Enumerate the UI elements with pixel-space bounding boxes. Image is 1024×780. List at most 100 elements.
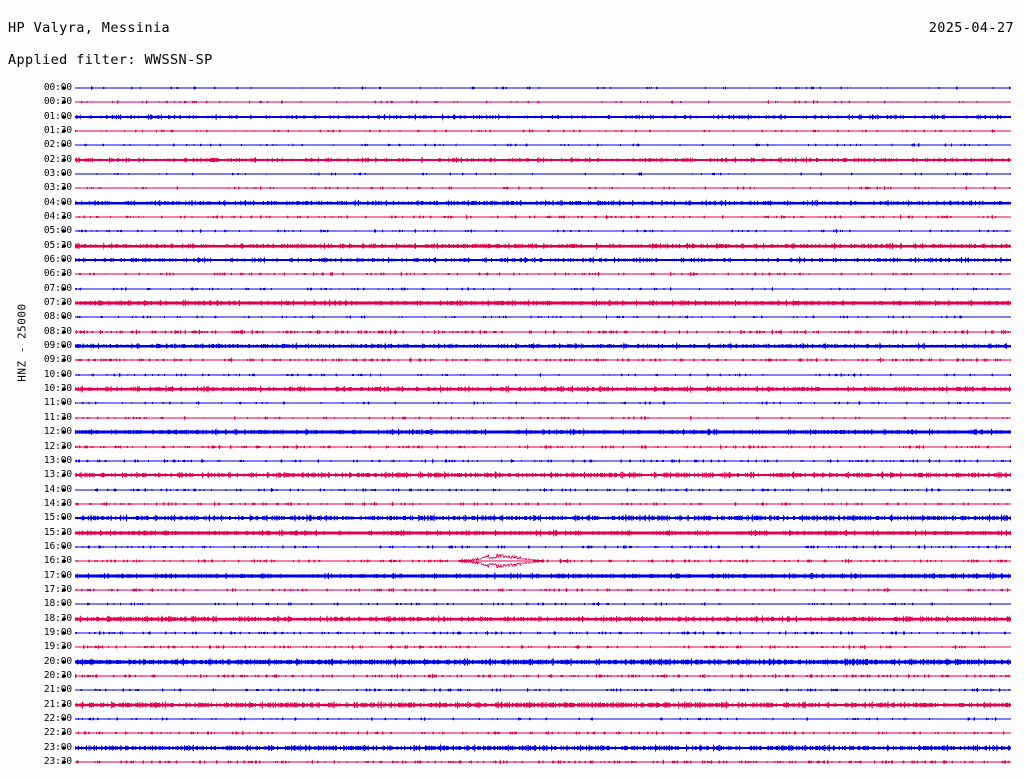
trace-waveform	[75, 357, 1011, 364]
axis-tick-mark	[62, 330, 66, 333]
trace-waveform	[75, 171, 1011, 177]
trace-waveform	[75, 644, 1011, 650]
trace-waveform	[75, 315, 1011, 320]
trace-time-label: 18:00	[43, 598, 72, 610]
trace-waveform	[75, 656, 1011, 667]
trace-row: 17:00	[0, 570, 1024, 590]
trace-waveform	[75, 415, 1011, 421]
axis-tick-mark	[62, 359, 66, 362]
trace-row: 09:00	[0, 340, 1024, 360]
trace-waveform	[75, 587, 1011, 593]
trace-time-label: 08:30	[43, 325, 72, 337]
page-title: HP Valyra, Messinia	[8, 20, 171, 36]
trace-waveform	[75, 100, 1011, 105]
trace-time-label: 07:30	[43, 297, 72, 309]
trace-row: 15:00	[0, 512, 1024, 532]
trace-waveform	[75, 271, 1011, 277]
axis-tick-mark	[62, 560, 66, 563]
axis-tick-mark	[62, 416, 66, 419]
trace-row: 01:30	[0, 125, 1024, 145]
seismic-trace	[75, 253, 1011, 267]
trace-waveform	[75, 716, 1011, 722]
trace-row: 16:30	[0, 554, 1024, 575]
trace-waveform	[75, 256, 1011, 264]
record-date: 2025-04-27	[928, 20, 1014, 36]
trace-time-label: 10:00	[43, 368, 72, 380]
seismic-trace	[75, 540, 1011, 554]
trace-waveform	[75, 528, 1011, 537]
axis-tick-mark	[62, 660, 66, 663]
axis-tick-mark	[62, 187, 66, 190]
trace-time-label: 08:00	[43, 311, 72, 323]
seismic-trace	[75, 626, 1011, 640]
trace-row: 04:00	[0, 197, 1024, 217]
seismic-trace	[75, 353, 1011, 367]
trace-waveform	[75, 443, 1011, 450]
axis-tick-mark	[62, 703, 66, 706]
seismic-trace	[75, 396, 1011, 410]
seismic-trace	[75, 181, 1011, 195]
axis-tick-mark	[62, 101, 66, 104]
trace-time-label: 22:00	[43, 712, 72, 724]
seismic-trace	[75, 282, 1011, 296]
trace-waveform	[75, 113, 1011, 121]
trace-time-label: 02:00	[43, 139, 72, 151]
trace-waveform	[75, 328, 1011, 335]
trace-time-label: 17:30	[43, 583, 72, 595]
trace-time-label: 20:00	[43, 655, 72, 667]
trace-row: 00:30	[0, 96, 1024, 116]
seismic-trace	[75, 296, 1011, 310]
axis-tick-mark	[62, 517, 66, 520]
seismic-trace	[75, 698, 1011, 712]
seismic-trace	[75, 483, 1011, 497]
seismic-trace	[75, 712, 1011, 726]
trace-row: 11:30	[0, 412, 1024, 432]
trace-time-label: 13:00	[43, 454, 72, 466]
axis-tick-mark	[62, 689, 66, 692]
trace-waveform	[75, 759, 1011, 765]
seismic-trace	[75, 526, 1011, 540]
axis-tick-mark	[62, 603, 66, 606]
trace-row: 01:00	[0, 111, 1024, 131]
trace-time-label: 23:30	[43, 755, 72, 767]
trace-time-label: 14:00	[43, 483, 72, 495]
trace-row: 20:30	[0, 670, 1024, 690]
axis-tick-mark	[62, 588, 66, 591]
trace-row: 05:00	[0, 225, 1024, 245]
seismic-trace	[75, 440, 1011, 454]
trace-row: 03:30	[0, 182, 1024, 202]
trace-time-label: 06:00	[43, 254, 72, 266]
seismic-trace	[75, 554, 1011, 569]
trace-waveform	[75, 458, 1011, 464]
trace-waveform	[75, 743, 1011, 753]
axis-tick-mark	[62, 646, 66, 649]
trace-time-label: 04:30	[43, 211, 72, 223]
seismic-trace	[75, 196, 1011, 210]
trace-row: 18:00	[0, 598, 1024, 618]
axis-tick-mark	[62, 87, 66, 89]
trace-time-label: 01:00	[43, 110, 72, 122]
trace-row: 09:30	[0, 354, 1024, 374]
trace-row: 11:00	[0, 397, 1024, 417]
trace-waveform	[75, 700, 1011, 710]
trace-waveform	[75, 229, 1011, 234]
axis-tick-mark	[62, 531, 66, 534]
axis-tick-mark	[62, 402, 66, 405]
trace-waveform	[75, 298, 1011, 308]
axis-tick-mark	[62, 631, 66, 634]
axis-tick-mark	[62, 345, 66, 348]
seismic-trace	[75, 95, 1011, 109]
trace-row: 19:30	[0, 641, 1024, 661]
axis-tick-mark	[62, 717, 66, 720]
axis-tick-mark	[62, 216, 66, 219]
trace-row: 06:30	[0, 268, 1024, 288]
trace-time-label: 15:00	[43, 512, 72, 524]
trace-time-label: 03:00	[43, 168, 72, 180]
trace-waveform	[75, 673, 1011, 679]
trace-waveform	[75, 401, 1011, 406]
trace-row: 05:30	[0, 240, 1024, 260]
trace-waveform	[75, 601, 1011, 607]
seismic-trace	[75, 110, 1011, 124]
axis-tick-mark	[62, 173, 66, 176]
